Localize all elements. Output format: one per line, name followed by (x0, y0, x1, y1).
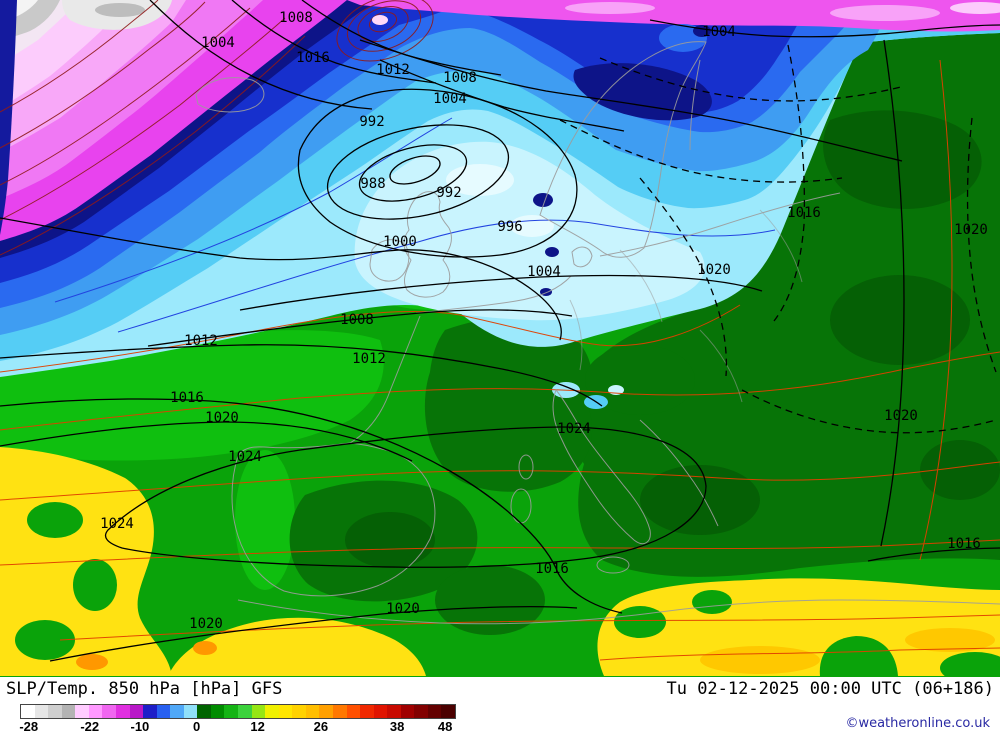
isobar-label: 1016 (170, 390, 204, 406)
colorbar-ticks: -28 -22 -10 0 12 26 38 48 (19, 719, 456, 733)
copyright-link[interactable]: ©weatheronline.co.uk (845, 716, 990, 731)
isobar-label: 1008 (279, 10, 313, 26)
isobar-label: 1008 (340, 312, 374, 328)
colorbar-segment (278, 705, 293, 718)
isobar-label: 1024 (100, 516, 134, 532)
colorbar-segment (143, 705, 157, 718)
colorbar-segment (292, 705, 306, 718)
colorbar-tick: 48 (437, 719, 453, 733)
colorbar-tick: 26 (313, 719, 329, 733)
colorbar-segment (21, 705, 35, 718)
colorbar-segment (305, 705, 320, 718)
isobar-label: 1020 (189, 616, 223, 632)
isobar-label: 1024 (228, 449, 262, 465)
colorbar-segment (48, 705, 62, 718)
temp-contours-cold (0, 0, 434, 256)
colorbar-tick: -10 (130, 719, 150, 733)
isobar-label: 992 (359, 114, 384, 130)
isobar-label: 996 (497, 219, 522, 235)
colorbar-tick: 12 (250, 719, 265, 733)
isobar-label: 1012 (184, 333, 218, 349)
colorbar-segment (360, 705, 374, 718)
isobar-label: 1020 (954, 222, 988, 238)
footer: SLP/Temp. 850 hPa [hPa] GFS Tu 02-12-202… (0, 677, 1000, 733)
colorbar-segment (170, 705, 184, 718)
weather-map-canvas: 1004 1008 1016 1012 1008 1004 1004 992 988 992 996… (0, 0, 1000, 677)
isobar-labels: 1004 1008 1016 1012 1008 1004 1004 992 988 992 996… (100, 10, 988, 632)
colorbar-segment (61, 705, 76, 718)
colorbar-segment (319, 705, 333, 718)
temperature-fill-layer (0, 0, 1000, 677)
colorbar-segment (265, 705, 279, 718)
colorbar-tick: -28 (19, 719, 39, 733)
colorbar-segment (156, 705, 171, 718)
isobar-label: 1004 (433, 91, 467, 107)
temperature-colorbar (20, 704, 456, 719)
isobar-label: 1004 (201, 35, 235, 51)
isobar-label: 1020 (697, 262, 731, 278)
isobar-label: 1016 (535, 561, 569, 577)
isobar-label: 1012 (352, 351, 386, 367)
colorbar-segment (197, 705, 211, 718)
colorbar-tick: 38 (389, 719, 405, 733)
colorbar-segment (88, 705, 103, 718)
isobar-label: 992 (436, 185, 461, 201)
colorbar-segment (332, 705, 347, 718)
temp-contours-blue (54, 117, 776, 333)
colorbar-segment (183, 705, 198, 718)
isobar-label: 988 (360, 176, 385, 192)
isobar-label: 1004 (702, 24, 736, 40)
colorbar-segment (210, 705, 225, 718)
isobar-label: 1016 (787, 205, 821, 221)
colorbar-segment (346, 705, 361, 718)
isobar-label: 1016 (947, 536, 981, 552)
isobar-label: 1000 (383, 234, 417, 250)
colorbar-segment (102, 705, 116, 718)
colorbar-segment (373, 705, 388, 718)
isobar-lines (0, 0, 1000, 662)
isobar-label: 1020 (205, 410, 239, 426)
colorbar-tick: -22 (80, 719, 100, 733)
isobar-label: 1016 (296, 50, 330, 66)
isobar-label: 1020 (884, 408, 918, 424)
colorbar-segment (441, 705, 455, 718)
weather-map: 1004 1008 1016 1012 1008 1004 1004 992 988 992 996… (0, 0, 1000, 677)
colorbar-segment (238, 705, 252, 718)
colorbar-segment (414, 705, 428, 718)
isobar-label: 1008 (443, 70, 477, 86)
colorbar-segment (427, 705, 442, 718)
isobar-lines-dashed (559, 44, 997, 434)
colorbar-tick: 0 (192, 719, 201, 733)
map-datetime: Tu 02-12-2025 00:00 UTC (06+186) (666, 679, 994, 699)
isobar-label: 1024 (557, 421, 591, 437)
colorbar-segment (75, 705, 89, 718)
low-center-spot (372, 15, 388, 25)
colorbar-segment (224, 705, 238, 718)
map-title: SLP/Temp. 850 hPa [hPa] GFS (6, 679, 283, 699)
colorbar-segment (387, 705, 401, 718)
isobar-label: 1020 (386, 601, 420, 617)
colorbar-segment (115, 705, 130, 718)
colorbar-segment (34, 705, 49, 718)
colorbar-segment (400, 705, 415, 718)
colorbar-segment (129, 705, 144, 718)
colorbar-segment (251, 705, 266, 718)
isobar-label: 1004 (527, 264, 561, 280)
isobar-label: 1012 (376, 62, 410, 78)
